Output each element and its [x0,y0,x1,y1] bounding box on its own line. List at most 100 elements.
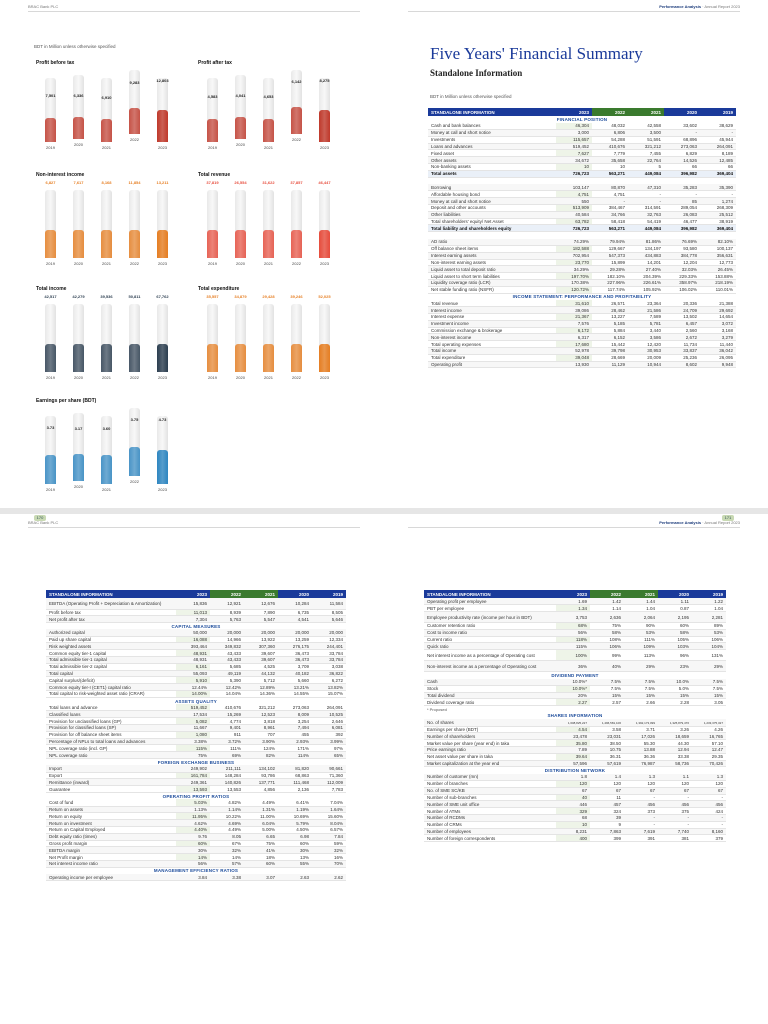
table-row: Market value per share (year end) in tak… [424,739,726,748]
bar-category-label: 2019 [46,487,55,492]
row-value-2022: 69% [210,751,244,760]
table-row: Loans and advances 519,452 410,676 321,212 2… [428,143,736,151]
row-value-2021: 7.5% [624,678,658,686]
bar-value-label: 8,168 [101,180,112,185]
row-value-2023: 67 [556,787,590,795]
table-row: Return on investment 4.62% 4.69% 6.04% 5.79%… [46,819,346,827]
row-value-2023: 513,909 [556,204,592,212]
table-head-label: STANDALONE INFORMATION [46,590,176,598]
table-row: Total liability and shareholders equity 7… [428,224,736,233]
section-heading: DISTRIBUTION NETWORK [424,766,726,774]
table-row: No. of shares 1,608,825,227 1,496,581,106 1… [424,719,726,727]
bar-category-label: 2023 [320,261,329,266]
row-value-2019: - [700,190,736,199]
bar-category-label: 2021 [102,487,111,492]
table-row: Commission exchange & brokerage 6,172 5,88… [428,327,736,335]
row-value-2022: 75% [590,622,624,630]
row-value-2021: 3.07 [244,874,278,882]
row-label: Number of customer (mn) [424,773,556,782]
row-value-2020: 60% [278,840,312,848]
row-value-2023: 115,657 [556,136,592,144]
bar-value-label: 12,803 [156,78,169,84]
row-value-2019: 3,168 [700,327,736,335]
chart-title: Earnings per share (BDT) [36,398,97,404]
row-label: Total revenue [428,299,556,308]
row-value-2021: 12,676 [244,598,278,610]
bar-category-label: 2019 [46,261,55,266]
row-value-2021: - [628,197,664,206]
bar-value-label: 4,653 [263,93,274,99]
row-value-2020: - [664,129,700,137]
row-value-2023: 120.72% [556,286,592,294]
bar-background [100,190,112,258]
bar-value-label: 3.17 [74,426,83,432]
bar-background [100,416,112,484]
row-value-2023: 182,588 [556,245,592,253]
row-value-2020: 12,204 [664,259,700,267]
row-value-2020: 20,000 [278,629,312,637]
bar-2020 [72,230,84,258]
row-value-2022: 29.28% [592,265,628,274]
row-value-2019: 8.04% [312,819,346,827]
table-row: Quick ratio 115% 106% 109% 103% 104% [424,642,726,651]
row-value-2022: 182.10% [592,272,628,281]
row-value-2022: 14,966 [210,636,244,644]
row-value-2022: 547,373 [592,252,628,260]
row-value-2022: 399 [590,834,624,843]
row-value-2022: 563,271 [592,170,628,178]
row-value-2022: 4.69% [210,819,244,827]
table-row: Number of SME unit office 446 457 456 456 456 [424,800,726,809]
table-row: Dividend coverage ratio 2.27 2.57 2.66 2.28 3… [424,698,726,707]
bar-value-label: 3.75 [130,416,139,422]
row-value-2022: 15,442 [592,340,628,348]
row-value-2019: 12,334 [312,636,346,644]
row-value-2023: 68% [556,622,590,630]
bar-category-label: 2020 [236,375,245,380]
table-row: Provision for off balance sheet items 1,0… [46,731,346,739]
row-value-2022: 10.75 [590,746,624,754]
row-value-2021: 137,771 [244,778,278,787]
row-label: Provision for off balance sheet items [46,731,176,739]
row-value-2020: 33,837 [664,347,700,355]
row-value-2021: 3,818 [244,717,278,726]
row-label: Number of RCDMs [424,814,556,822]
row-value-2022: 5,390 [210,676,244,685]
row-label: Number of CRMs [424,821,556,829]
bar-category-label: 2021 [264,145,273,150]
bar-value-label: 11,854 [128,180,141,185]
row-value-2020: 3.26 [658,726,692,734]
row-value-2022: 58,418 [592,218,628,226]
table-row: Total dividend 20% 15% 15% 15% 15% [424,692,726,700]
row-value-2019: 100,137 [700,245,736,253]
row-value-2020: 358.97% [664,279,700,287]
bar-category-label: 2023 [320,145,329,150]
row-spacer [428,232,736,239]
bar-track [44,416,56,484]
bar-2019 [44,344,56,372]
row-value-2019: 7.04% [312,799,346,807]
row-value-2023: 30% [176,846,210,855]
table-row: Cost of fund 5.03% 4.82% 4.49% 6.41% 7.04% [46,799,346,807]
table-row: Gross profit margin 60% 67% 75% 60% 59% [46,840,346,848]
bar-2022 [290,107,302,134]
row-value-2022: 7.5% [590,678,624,686]
table-head-year: 2020 [664,108,700,116]
row-label: Operating profit [428,361,556,369]
row-value-2019: 12,773 [700,259,736,267]
row-value-2020: 13,502 [664,313,700,321]
row-value-2019: 26,095 [700,354,736,362]
table-row: Risk weighted assets 393,464 349,832 307,36… [46,642,346,651]
row-label: Investments [428,136,556,144]
row-value-2023: 249,361 [176,778,210,787]
row-value-2023: 7,576 [556,320,592,328]
row-value-2021: 81.86% [628,238,664,247]
bar-chart: 7,501 2019 6,336 2020 6,910 2021 9,283 2022 12,8… [36,68,176,152]
summary-note: BDT in Million unless otherwise specifie… [430,94,512,99]
bar-background [262,190,274,258]
row-value-2019: 15.60% [312,812,346,821]
row-value-2023: 39.64 [556,753,590,761]
bar-track [206,304,218,372]
row-value-2023: 519,452 [556,143,592,151]
row-value-2021: 15% [624,692,658,700]
table-row: EBITDA (Operating Profit + Depreciation … [46,598,346,610]
